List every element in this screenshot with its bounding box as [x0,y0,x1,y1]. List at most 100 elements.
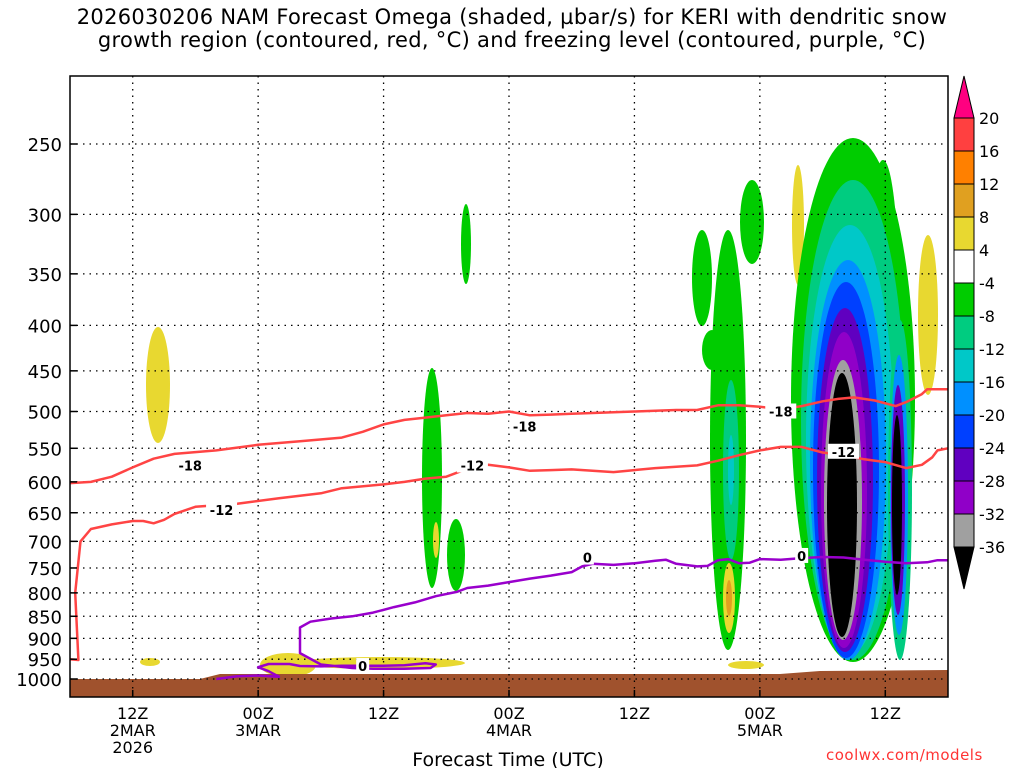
colorbar-swatch [953,117,975,152]
axes-layer: 2503003504004505005506006507007508008509… [16,75,949,757]
omega-shaded-region [827,373,857,637]
credit-text: coolwx.com/models [826,746,983,764]
omega-shaded-region [447,519,465,591]
omega-shaded-region [728,435,734,505]
freezing-contour-label: 0 [358,660,367,675]
x-tick-date-label: 3MAR [235,721,281,740]
omega-shaded-region [892,415,902,595]
x-tick-date-label: 5MAR [737,721,783,740]
omega-shading-layer [140,138,938,677]
omega-shaded-region [140,658,160,666]
colorbar-swatch [953,75,975,119]
x-axis-label: Forecast Time (UTC) [412,749,603,768]
omega-shaded-region [918,235,938,395]
colorbar-label: -28 [979,472,1005,491]
colorbar-label: -24 [979,439,1005,458]
y-tick-label: 350 [28,265,62,286]
chart-title: 2026030206 NAM Forecast Omega (shaded, µ… [0,6,1024,52]
colorbar-swatch [953,513,975,548]
colorbar-label: 16 [979,142,999,161]
y-tick-label: 850 [28,607,62,628]
y-tick-label: 700 [28,532,62,553]
omega-shaded-region [726,580,732,616]
y-tick-label: 450 [28,362,62,383]
chart-title-line-2: growth region (contoured, red, °C) and f… [97,28,927,52]
dendritic-contour-label-background [456,457,488,473]
colorbar-label: 8 [979,208,989,227]
omega-shaded-region [740,180,764,264]
dendritic-contour-label-background [827,443,859,459]
contour-layer: -18 -12 -18 -12 -18 -12 0 0 0 [69,388,949,681]
freezing-contour-label-background [356,658,370,674]
colorbar-swatch [953,216,975,251]
colorbar-swatch [953,348,975,383]
freezing-contour-label: 0 [797,550,806,565]
dendritic-contour-label-background [174,457,206,473]
colorbar-label: -20 [979,406,1005,425]
colorbar-label: 12 [979,175,999,194]
colorbar-swatch [953,282,975,317]
dendritic-contour-label: -12 [461,459,485,474]
freezing-contour-label-background [795,547,809,563]
x-tick-label: 00Z [744,704,775,723]
freezing-level-contour-line [216,555,948,681]
y-tick-label: 500 [28,403,62,424]
x-tick-date-label: 2MAR [110,721,156,740]
x-tick-label: 12Z [619,704,650,723]
dendritic-contour-label: -12 [210,504,234,519]
colorbar-label: -36 [979,538,1005,557]
colorbar-label: -8 [979,307,995,326]
omega-shaded-region [433,522,439,558]
colorbar-label: -16 [979,373,1005,392]
x-tick-date-label: 2026 [112,738,153,757]
y-tick-label: 550 [28,439,62,460]
dendritic-contour-label: -18 [513,421,537,436]
chart-title-line-1: 2026030206 NAM Forecast Omega (shaded, µ… [76,5,948,29]
y-tick-label: 400 [28,316,62,337]
colorbar-label: 20 [979,109,999,128]
x-tick-label: 12Z [368,704,399,723]
colorbar-label: 4 [979,241,989,260]
x-tick-label: 00Z [242,704,273,723]
omega-shaded-region [146,327,170,443]
dendritic-contour-label-background [765,403,797,419]
freezing-contour-label-background [580,549,594,565]
y-tick-label: 800 [28,584,62,605]
y-tick-label: 1000 [16,670,62,691]
colorbar-swatch [953,480,975,515]
omega-shaded-region [461,204,471,284]
dendritic-contour-line [69,388,948,485]
y-tick-label: 600 [28,473,62,494]
colorbar-swatch [953,249,975,284]
x-tick-label: 12Z [870,704,901,723]
y-tick-label: 900 [28,629,62,650]
colorbar-label: -32 [979,505,1005,524]
ground-terrain [70,670,948,697]
dendritic-contour-label-background [206,501,238,517]
omega-shaded-region [792,165,804,285]
x-tick-date-label: 4MAR [486,721,532,740]
y-tick-label: 650 [28,504,62,525]
omega-shaded-region [692,230,712,326]
dendritic-contour-label: -12 [832,446,856,461]
dendritic-contour-label-background [509,418,541,434]
colorbar-label: -12 [979,340,1005,359]
colorbar-swatch [953,183,975,218]
colorbar-swatch [953,381,975,416]
colorbar-label: -4 [979,274,995,293]
colorbar-swatch [953,150,975,185]
colorbar: 20 16 12 8 4 -4 -8 -12 -16 -20 -24 -28 -32 -36 [953,75,1005,590]
colorbar-swatch [953,414,975,449]
colorbar-swatch [953,447,975,482]
y-tick-label: 300 [28,205,62,226]
y-tick-label: 250 [28,135,62,156]
x-tick-label: 00Z [493,704,524,723]
y-tick-label: 950 [28,650,62,671]
x-tick-label: 12Z [117,704,148,723]
y-tick-label: 750 [28,559,62,580]
omega-shaded-region [728,661,764,669]
freezing-contour-label: 0 [583,552,592,567]
ground-layer [70,670,948,697]
dendritic-contour-label: -18 [178,459,202,474]
colorbar-swatch [953,546,975,590]
